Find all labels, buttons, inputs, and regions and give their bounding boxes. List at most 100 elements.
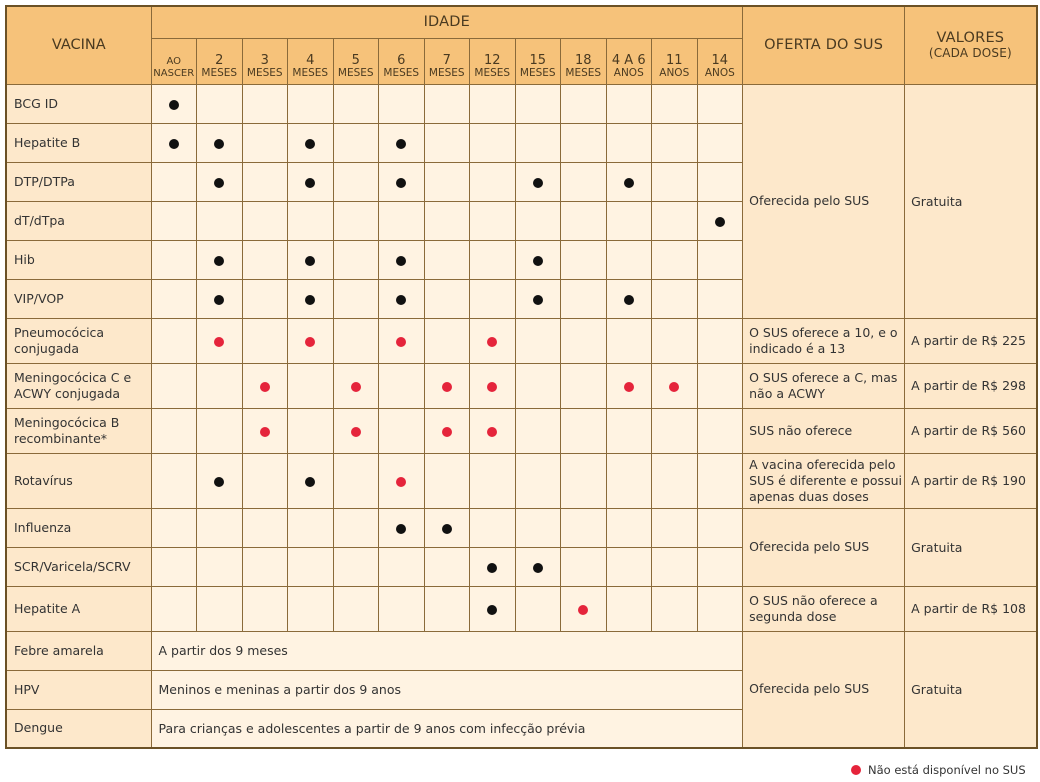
vaccine-table-container: VACINA IDADE OFERTA DO SUS VALORES (CADA… <box>5 5 1038 749</box>
red-dot-icon <box>578 604 589 615</box>
dose-cell <box>287 585 334 632</box>
age-unit: MESES <box>201 66 238 79</box>
dose-cell <box>241 239 288 280</box>
dose-cell <box>696 83 744 124</box>
dose-cell <box>150 200 197 241</box>
dose-cell <box>469 585 516 632</box>
dose-cell <box>287 122 334 163</box>
dose-cell <box>287 452 334 509</box>
dose-cell <box>196 362 243 409</box>
vaccine-row: Pneumocócica conjugada O SUS oferece a 10… <box>5 317 1038 364</box>
dose-cell <box>469 317 516 364</box>
dose-cell <box>196 161 243 202</box>
dose-cell <box>150 546 197 587</box>
red-dot-icon <box>487 336 498 347</box>
red-dot-icon <box>305 336 316 347</box>
header-valores-line1: VALORES <box>936 30 1005 47</box>
age-num: 7 <box>442 52 451 68</box>
age-header-9: 18 MESES <box>560 37 607 85</box>
dose-cell <box>196 239 243 280</box>
red-dot-icon <box>487 381 498 392</box>
age-unit: MESES <box>565 66 602 79</box>
black-dot-icon <box>714 216 725 227</box>
age-header-1: 2 MESES <box>196 37 243 85</box>
vaccine-table: VACINA IDADE OFERTA DO SUS VALORES (CADA… <box>5 5 1038 749</box>
dose-cell <box>241 83 288 124</box>
dose-cell <box>605 83 652 124</box>
dose-cell <box>514 239 561 280</box>
dose-cell <box>378 452 425 509</box>
dose-cell <box>332 407 379 454</box>
age-num: 11 <box>665 52 683 68</box>
dose-cell <box>514 122 561 163</box>
dose-cell <box>332 83 379 124</box>
sus-offer: Oferecida pelo SUS <box>742 83 906 319</box>
dose-cell <box>514 317 561 364</box>
dose-cell <box>241 507 288 548</box>
dose-cell <box>651 317 698 364</box>
dose-cell <box>196 452 243 509</box>
sus-offer: A vacina oferecida pelo SUS é diferente … <box>742 452 906 509</box>
dose-cell <box>696 452 744 509</box>
dose-cell <box>696 407 744 454</box>
vaccine-name: Febre amarela <box>5 630 152 671</box>
black-dot-icon <box>305 476 316 487</box>
vaccine-name: DTP/DTPa <box>5 161 152 202</box>
dose-cell <box>560 452 607 509</box>
dose-price: A partir de R$ 298 <box>904 362 1038 409</box>
dose-cell <box>469 278 516 319</box>
dose-cell <box>469 407 516 454</box>
header-vacina: VACINA <box>5 5 152 85</box>
black-dot-icon <box>214 177 225 188</box>
age-header-0: AO NASCER <box>150 37 197 85</box>
dose-cell <box>150 362 197 409</box>
vaccine-name: Meningocócica B recombinante* <box>5 407 152 454</box>
vaccine-name: Influenza <box>5 507 152 548</box>
dose-cell <box>287 407 334 454</box>
age-unit: MESES <box>337 66 374 79</box>
dose-cell <box>605 161 652 202</box>
dose-cell <box>469 161 516 202</box>
age-range-text: A partir dos 9 meses <box>150 630 744 671</box>
dose-cell <box>560 239 607 280</box>
dose-cell <box>150 83 197 124</box>
age-num: 6 <box>397 52 406 68</box>
black-dot-icon <box>214 294 225 305</box>
dose-cell <box>560 200 607 241</box>
dose-cell <box>378 507 425 548</box>
dose-cell <box>469 200 516 241</box>
red-dot-icon <box>441 381 452 392</box>
dose-cell <box>605 546 652 587</box>
red-dot-icon <box>350 426 361 437</box>
dose-cell <box>196 585 243 632</box>
age-num: 4 <box>306 52 315 68</box>
dose-cell <box>605 239 652 280</box>
vaccine-name: Rotavírus <box>5 452 152 509</box>
dose-cell <box>241 122 288 163</box>
dose-cell <box>150 239 197 280</box>
dose-cell <box>651 507 698 548</box>
dose-cell <box>696 585 744 632</box>
age-unit: MESES <box>292 66 329 79</box>
dose-cell <box>332 585 379 632</box>
legend-text: Não está disponível no SUS <box>868 763 1026 777</box>
dose-cell <box>287 239 334 280</box>
black-dot-icon <box>396 138 407 149</box>
dose-price: A partir de R$ 190 <box>904 452 1038 509</box>
age-num: 14 <box>711 52 729 68</box>
dose-cell <box>332 362 379 409</box>
dose-cell <box>560 585 607 632</box>
black-dot-icon <box>532 294 543 305</box>
dose-price: Gratuita <box>904 507 1038 587</box>
age-unit: ANOS <box>613 66 644 79</box>
dose-cell <box>332 122 379 163</box>
age-unit: ANOS <box>659 66 690 79</box>
dose-cell <box>150 452 197 509</box>
dose-cell <box>514 585 561 632</box>
dose-cell <box>241 200 288 241</box>
dose-cell <box>423 507 470 548</box>
dose-cell <box>560 122 607 163</box>
dose-price: A partir de R$ 225 <box>904 317 1038 364</box>
vaccine-name: Meningocócica C e ACWY conjugada <box>5 362 152 409</box>
dose-cell <box>423 452 470 509</box>
